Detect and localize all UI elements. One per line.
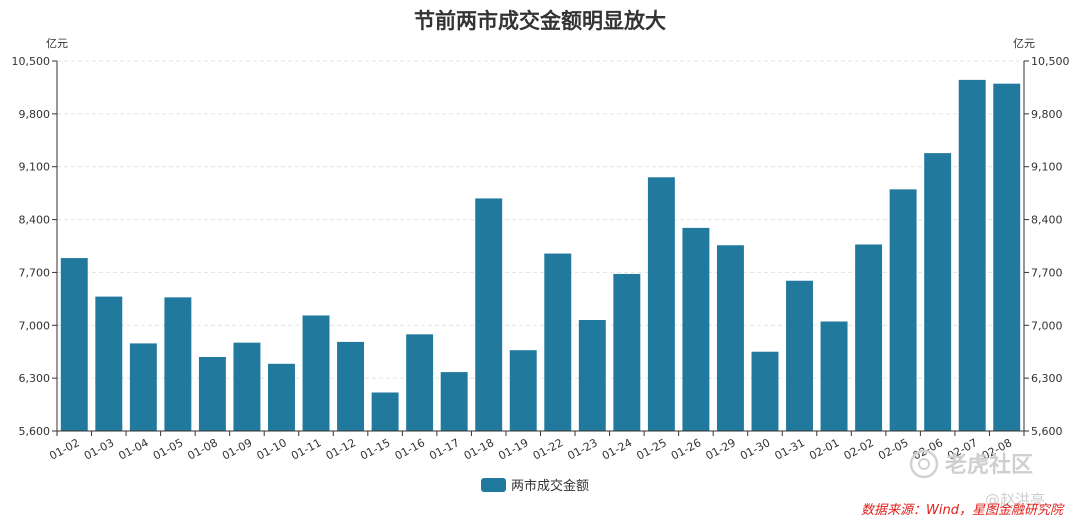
legend-swatch[interactable] bbox=[481, 478, 506, 492]
bar[interactable] bbox=[509, 350, 537, 431]
x-tick-label: 02-01 bbox=[807, 436, 841, 462]
legend-label[interactable]: 两市成交金额 bbox=[511, 478, 589, 494]
bar[interactable] bbox=[786, 280, 813, 431]
bar[interactable] bbox=[958, 79, 986, 431]
right-axis-unit: 亿元 bbox=[1013, 37, 1035, 50]
y-tick-label-left: 10,500 bbox=[12, 55, 51, 68]
bar[interactable] bbox=[164, 297, 192, 431]
bar[interactable] bbox=[993, 83, 1021, 431]
y-tick-label-left: 7,000 bbox=[19, 319, 51, 332]
x-tick-label: 01-16 bbox=[393, 436, 427, 462]
bar[interactable] bbox=[613, 273, 641, 431]
y-tick-label-right: 8,400 bbox=[1031, 214, 1063, 227]
bar[interactable] bbox=[268, 363, 295, 431]
bar[interactable] bbox=[544, 253, 572, 431]
bar[interactable] bbox=[60, 258, 88, 431]
x-tick-label: 01-31 bbox=[773, 436, 807, 462]
bar[interactable] bbox=[337, 341, 365, 431]
y-tick-label-left: 9,800 bbox=[19, 108, 51, 121]
bar[interactable] bbox=[578, 320, 606, 431]
watermark-logo-icon bbox=[909, 449, 939, 479]
bar[interactable] bbox=[716, 245, 744, 431]
x-axis-ticks: 01-02 01-03 01-04 01-05 01-08 01-09 01-10 01-11… bbox=[47, 431, 1025, 463]
x-tick-label: 01-17 bbox=[427, 436, 461, 462]
x-tick-label: 01-26 bbox=[669, 436, 703, 462]
bar[interactable] bbox=[682, 227, 710, 431]
x-tick-label: 01-24 bbox=[600, 436, 634, 462]
y-tick-label-right: 6,300 bbox=[1031, 372, 1063, 385]
x-tick-label: 01-05 bbox=[151, 436, 185, 462]
x-tick-label: 01-02 bbox=[47, 436, 81, 462]
x-tick-label: 02-02 bbox=[842, 436, 876, 462]
x-tick-label: 01-04 bbox=[116, 436, 150, 462]
watermark-user: @赵洪亮 bbox=[985, 491, 1045, 509]
x-tick-label: 02-06 bbox=[911, 436, 945, 462]
x-tick-label: 01-22 bbox=[531, 436, 565, 462]
bar[interactable] bbox=[406, 334, 434, 431]
bar[interactable] bbox=[924, 153, 952, 432]
y-tick-label-right: 9,800 bbox=[1031, 108, 1063, 121]
x-tick-label: 01-09 bbox=[220, 436, 254, 462]
legend[interactable]: 两市成交金额 bbox=[481, 478, 589, 494]
bar[interactable] bbox=[889, 189, 917, 431]
chart-title: 节前两市成交金额明显放大 bbox=[414, 9, 666, 33]
y-axis-right-ticks: 5,600 6,300 7,000 7,700 8,400 9,100 9,800 10,50… bbox=[1024, 55, 1070, 438]
x-tick-label: 01-19 bbox=[496, 436, 530, 462]
x-tick-label: 01-11 bbox=[289, 436, 323, 462]
y-tick-label-right: 10,500 bbox=[1031, 55, 1070, 68]
y-axis-left-ticks: 5,600 6,300 7,000 7,700 8,400 9,100 9,800 10,50… bbox=[12, 55, 57, 438]
watermark: 老虎社区 @赵洪亮 bbox=[909, 449, 1045, 509]
bar[interactable] bbox=[440, 372, 468, 431]
bar[interactable] bbox=[647, 177, 675, 431]
bar[interactable] bbox=[475, 198, 503, 431]
y-tick-label-right: 5,600 bbox=[1031, 425, 1063, 438]
bars bbox=[60, 79, 1021, 432]
y-tick-label-left: 8,400 bbox=[19, 214, 51, 227]
x-tick-label: 01-30 bbox=[738, 436, 772, 462]
gridlines bbox=[57, 60, 1024, 379]
y-tick-label-left: 5,600 bbox=[19, 425, 51, 438]
x-tick-label: 01-10 bbox=[255, 436, 289, 462]
x-tick-label: 01-15 bbox=[358, 436, 392, 462]
y-tick-label-left: 7,700 bbox=[19, 266, 51, 279]
data-source: 数据来源：Wind，星图金融研究院 bbox=[861, 502, 1065, 518]
y-tick-label-right: 9,100 bbox=[1031, 161, 1063, 174]
bar[interactable] bbox=[371, 392, 399, 431]
x-tick-label: 01-23 bbox=[565, 436, 599, 462]
x-tick-label: 01-08 bbox=[185, 436, 219, 462]
bar[interactable] bbox=[751, 351, 779, 431]
x-tick-label: 01-12 bbox=[324, 436, 358, 462]
x-tick-label: 01-18 bbox=[462, 436, 496, 462]
bar[interactable] bbox=[233, 342, 261, 431]
y-tick-label-left: 6,300 bbox=[19, 372, 51, 385]
bar[interactable] bbox=[302, 315, 330, 431]
bar[interactable] bbox=[820, 321, 848, 431]
bar[interactable] bbox=[129, 343, 157, 431]
y-tick-label-right: 7,000 bbox=[1031, 319, 1063, 332]
x-tick-label: 01-29 bbox=[704, 436, 738, 462]
bar[interactable] bbox=[198, 357, 226, 431]
left-axis-unit: 亿元 bbox=[46, 37, 68, 50]
y-tick-label-right: 7,700 bbox=[1031, 266, 1063, 279]
watermark-brand: 老虎社区 bbox=[944, 452, 1033, 478]
x-tick-label: 01-25 bbox=[634, 436, 668, 462]
y-tick-label-left: 9,100 bbox=[19, 161, 51, 174]
x-tick-label: 02-05 bbox=[876, 436, 910, 462]
x-tick-label: 01-03 bbox=[82, 436, 116, 462]
bar[interactable] bbox=[95, 296, 123, 431]
bar[interactable] bbox=[855, 244, 883, 431]
